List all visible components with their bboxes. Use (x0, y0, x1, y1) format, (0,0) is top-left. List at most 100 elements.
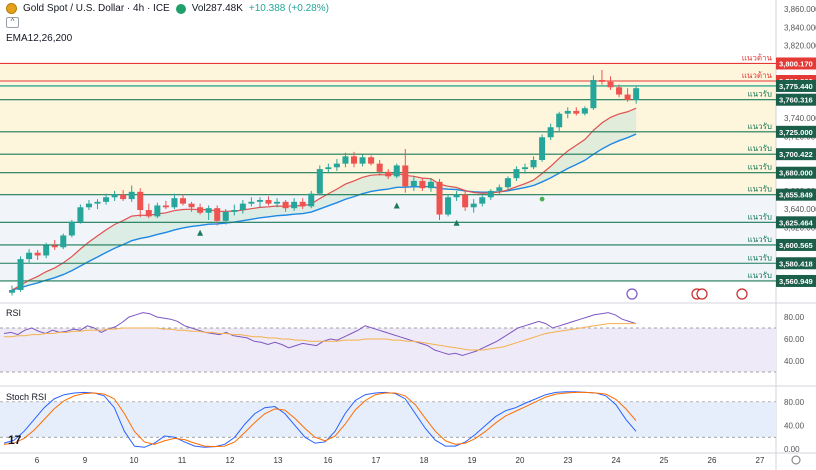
candle-body (436, 181, 443, 215)
stoch-title[interactable]: Stoch RSI (6, 392, 47, 402)
candle-body (94, 201, 101, 204)
candle-body (427, 181, 434, 189)
x-tick-label: 9 (83, 456, 88, 465)
y-tick-label: 80.00 (784, 398, 805, 407)
candle-body (385, 171, 392, 177)
level-label: แนวต้าน (742, 71, 773, 80)
candle-body (462, 194, 469, 208)
level-price-tag (776, 257, 816, 270)
candle-body (162, 205, 169, 208)
candle-body (402, 165, 409, 187)
stoch-d-line (3, 391, 637, 448)
y-tick-label: 3,640.000 (784, 205, 816, 214)
candle-body (308, 193, 315, 207)
candle-body (128, 191, 135, 200)
candle-body (470, 203, 477, 208)
candle-body (573, 110, 580, 114)
x-tick-label: 26 (708, 456, 717, 465)
buy-signal-marker (197, 229, 204, 236)
x-tick-label: 20 (516, 456, 525, 465)
y-tick-label: 0.00 (784, 445, 800, 454)
candle-body (68, 221, 75, 236)
level-price: 3,775.440 (779, 82, 813, 91)
candle-body (522, 167, 528, 170)
candle-body (556, 113, 563, 128)
candle-body (17, 259, 24, 290)
rsi-ma-line (4, 323, 636, 351)
candle-body (120, 194, 127, 200)
level-price-tag (776, 148, 816, 161)
candle-body (342, 156, 349, 164)
candle-body (333, 163, 340, 168)
level-label: แนวรับ (748, 235, 773, 244)
candle-body (479, 197, 486, 204)
candle-body (171, 198, 178, 208)
candle-body (496, 187, 503, 191)
candle-body (103, 197, 110, 202)
level-label: แนวรับ (748, 212, 773, 221)
y-tick-label: 3,740.000 (784, 114, 816, 123)
level-price: 3,680.000 (779, 169, 813, 178)
candle-body (359, 157, 366, 164)
candle-body (222, 211, 229, 221)
candle-body (137, 191, 144, 210)
candle-body (504, 178, 511, 188)
chart-header: Gold Spot / U.S. Dollar · 4h · ICE Vol28… (0, 0, 776, 48)
level-label: แนวรับ (748, 163, 773, 172)
candle-body (419, 180, 426, 189)
collapse-button[interactable]: ^ (6, 17, 19, 28)
buy-signal-marker (453, 219, 460, 226)
tradingview-logo: 17 (8, 433, 22, 447)
y-tick-label: 40.00 (784, 357, 805, 366)
level-price: 3,725.000 (779, 128, 813, 137)
indicator-label[interactable]: EMA12,26,200 (6, 33, 73, 44)
candle-body (316, 169, 323, 194)
candle-body (607, 81, 614, 88)
candle-body (265, 200, 272, 204)
candle-body (530, 160, 537, 168)
price-change: +10.388 (+0.28%) (248, 3, 329, 14)
x-tick-label: 27 (756, 456, 765, 465)
level-label: แนวรับ (748, 253, 773, 262)
x-tick-label: 25 (660, 456, 669, 465)
y-tick-label: 40.00 (784, 421, 805, 430)
candle-body (624, 94, 631, 100)
level-price-tag (776, 93, 816, 106)
level-label: แนวรับ (748, 144, 773, 153)
rsi-title[interactable]: RSI (6, 308, 22, 318)
signal-dot (539, 196, 545, 202)
level-label: แนวรับ (748, 271, 773, 280)
candle-body (180, 198, 186, 204)
y-tick-label: 80.00 (784, 313, 805, 322)
symbol-title[interactable]: Gold Spot / U.S. Dollar · 4h · ICE (23, 3, 170, 14)
candle-body (564, 110, 571, 114)
candle-body (111, 194, 118, 198)
y-tick-label: 3,820.000 (784, 41, 816, 50)
candle-body (60, 235, 67, 248)
ema12-line (11, 107, 637, 291)
candle-body (368, 157, 375, 164)
band-fill (0, 328, 776, 372)
x-tick-label: 18 (420, 456, 429, 465)
level-label: แนวรับ (748, 90, 773, 99)
candle-body (43, 245, 50, 256)
candle-body (453, 194, 460, 198)
level-label: แนวรับ (748, 122, 773, 131)
candle-body (256, 200, 263, 202)
stoch-k-line (3, 391, 637, 448)
x-tick-label: 12 (226, 456, 235, 465)
level-price: 3,625.464 (779, 218, 814, 227)
lightning-event-icon (626, 288, 638, 300)
candle-body (547, 127, 554, 138)
level-price-tag (776, 274, 816, 287)
us-flag-event-icon (736, 288, 748, 300)
candle-body (154, 205, 161, 217)
level-price-tag (776, 188, 816, 201)
candle-body (34, 252, 41, 256)
level-price-tag (776, 57, 816, 70)
ema-cloud (12, 108, 637, 290)
candle-body (248, 201, 255, 204)
level-price: 3,655.849 (779, 191, 813, 200)
level-label: แนวต้าน (742, 53, 773, 62)
